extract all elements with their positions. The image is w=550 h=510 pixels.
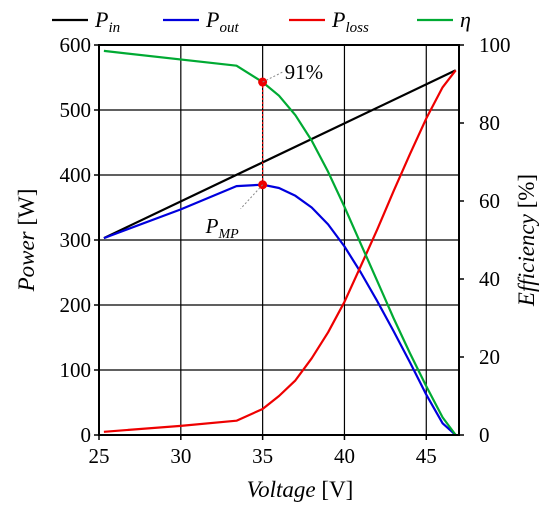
y-left-tick-label-3: 300 (60, 228, 92, 252)
series-line-eta (103, 49, 457, 436)
series-line-pout (103, 183, 457, 436)
y-left-tick-label-1: 100 (60, 358, 92, 382)
legend-label-pout: Pout (205, 7, 239, 36)
y-right-tick-label-3: 60 (479, 189, 500, 213)
y-left-tick-label-4: 400 (60, 163, 92, 187)
grid (98, 44, 459, 436)
y-right-tick-label-5: 100 (479, 33, 511, 57)
y-right-tick-label-1: 20 (479, 345, 500, 369)
legend-label-ploss: Ploss (331, 7, 369, 36)
y-left-tick-label-5: 500 (60, 98, 92, 122)
y-left-axis-ticks: 0 100 200 300 400 500 600 (60, 33, 99, 447)
pmp-label: PMP (205, 214, 239, 242)
y-right-tick-label-2: 40 (479, 267, 500, 291)
x-tick-label-2: 35 (252, 444, 273, 468)
x-tick-label-1: 30 (170, 444, 191, 468)
annotations-group: 91% PMP (205, 60, 323, 242)
legend-label-pin: Pin (94, 7, 120, 36)
series-line-pin (103, 69, 457, 240)
legend: Pin Pout Ploss η (52, 7, 471, 36)
legend-label-eta: η (460, 7, 471, 32)
x-tick-label-4: 45 (416, 444, 437, 468)
y-right-tick-label-4: 80 (479, 111, 500, 135)
y-right-axis-ticks: 0 20 40 60 80 100 (459, 33, 511, 447)
y-left-tick-label-6: 600 (60, 33, 92, 57)
series-line-ploss (103, 69, 457, 433)
efficiency-mpp-label: 91% (285, 60, 324, 84)
y-left-axis-title: Power [W] (14, 189, 39, 293)
y-right-tick-label-0: 0 (479, 423, 490, 447)
y-right-axis-title: Efficiency [%] (514, 174, 539, 307)
series-group (103, 49, 457, 436)
x-axis-ticks: 25 30 35 40 45 (89, 435, 437, 468)
pmp-label-leader (240, 184, 264, 210)
y-left-tick-label-2: 200 (60, 293, 92, 317)
x-axis-title: Voltage [V] (247, 477, 354, 502)
x-tick-label-3: 40 (334, 444, 355, 468)
y-left-tick-label-0: 0 (81, 423, 92, 447)
x-tick-label-0: 25 (89, 444, 110, 468)
